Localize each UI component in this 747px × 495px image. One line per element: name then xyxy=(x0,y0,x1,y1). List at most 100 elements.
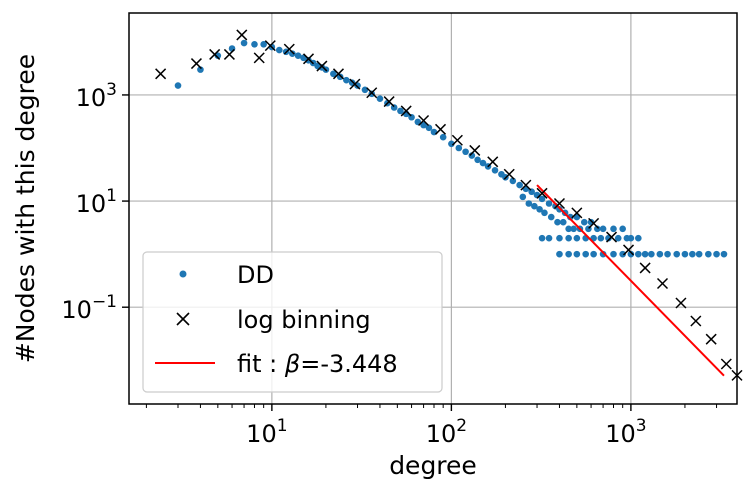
legend-dd-label: DD xyxy=(237,261,274,289)
dd-point xyxy=(619,250,626,258)
dd-point xyxy=(627,250,635,258)
dd-point xyxy=(536,205,543,213)
dd-point xyxy=(531,202,538,210)
log-binning-point xyxy=(622,244,635,256)
x-tick-base: 10 xyxy=(246,420,277,448)
legend-fit-value: =-3.448 xyxy=(300,350,397,378)
y-tick-exponent: −1 xyxy=(92,292,117,312)
dd-point xyxy=(343,76,350,84)
dd-point xyxy=(635,234,642,242)
dd-point xyxy=(648,250,655,258)
log-binning-point xyxy=(316,60,328,72)
dd-point xyxy=(619,225,626,233)
dd-point xyxy=(565,234,572,242)
y-tick-exponent: 1 xyxy=(106,186,117,206)
log-binning-point xyxy=(190,58,202,70)
legend-log-binning-label: log binning xyxy=(237,306,371,334)
x-axis-title: degree xyxy=(389,451,477,480)
dd-point xyxy=(689,250,696,258)
x-tick-label: 103 xyxy=(605,416,646,448)
log-binning-point xyxy=(253,52,265,64)
log-binning-point xyxy=(536,187,548,199)
dd-point xyxy=(545,234,553,242)
legend: DD log binning fit : β=-3.448 xyxy=(142,251,443,393)
x-tick-exponent: 3 xyxy=(636,416,647,436)
dd-point xyxy=(479,159,487,167)
dd-point xyxy=(368,90,376,98)
legend-log-binning-marker xyxy=(176,312,190,326)
log-binning-point xyxy=(720,358,732,370)
dd-point xyxy=(538,195,546,203)
log-binning-point xyxy=(451,134,463,146)
y-tick-base: 10 xyxy=(76,190,107,218)
legend-fit-label: fit : β=-3.448 xyxy=(237,350,398,378)
log-binning-point xyxy=(705,333,717,345)
dd-point xyxy=(623,234,631,242)
dd-point xyxy=(519,193,527,201)
dd-point xyxy=(336,73,344,81)
y-tick-label: 103 xyxy=(76,80,117,112)
y-tick-base: 10 xyxy=(76,84,107,112)
log-binning-point xyxy=(366,87,378,99)
y-tick-label: 101 xyxy=(76,186,117,218)
x-tick-label: 102 xyxy=(426,416,467,448)
log-binning-point xyxy=(349,78,361,90)
dd-point xyxy=(294,52,302,59)
dd-point xyxy=(376,95,384,102)
log-binning-point xyxy=(209,48,221,60)
dd-point xyxy=(573,234,581,242)
dd-point xyxy=(251,41,258,48)
dd-point xyxy=(260,41,267,48)
dd-point xyxy=(556,250,563,258)
y-tick-label: 10−1 xyxy=(61,292,117,324)
log-binning-point xyxy=(236,29,248,41)
dd-point xyxy=(705,250,712,258)
y-tick-base: 10 xyxy=(61,296,92,324)
dd-point xyxy=(397,107,404,115)
dd-point xyxy=(559,218,567,226)
log-binning-point xyxy=(155,68,167,80)
dd-point xyxy=(439,133,447,141)
dd-point xyxy=(635,250,642,258)
log-binning-point xyxy=(675,297,687,309)
log-binning-point xyxy=(520,179,532,191)
log-binning-point xyxy=(434,123,447,135)
dd-point xyxy=(597,234,605,242)
log-binning-point xyxy=(302,53,315,65)
log-binning-point xyxy=(553,197,565,210)
dd-point xyxy=(610,250,617,258)
dd-point xyxy=(673,250,681,258)
plot-area xyxy=(155,29,743,381)
log-binning-point xyxy=(223,48,235,60)
fit-line xyxy=(536,184,725,377)
log-binning-point xyxy=(605,231,618,243)
dd-point xyxy=(474,156,481,164)
dd-point xyxy=(599,225,607,233)
dd-point xyxy=(720,250,728,258)
dd-point xyxy=(695,250,703,258)
log-binning-point xyxy=(264,40,276,52)
legend-box xyxy=(142,251,443,393)
dd-point xyxy=(590,250,597,258)
dd-point xyxy=(713,250,720,258)
dd-point xyxy=(276,46,283,54)
log-binning-point xyxy=(283,43,295,55)
x-tick-label: 101 xyxy=(246,416,287,448)
log-binning-point xyxy=(487,156,499,168)
dd-point xyxy=(610,225,617,233)
dd-point xyxy=(594,225,601,233)
log-binning-point xyxy=(469,144,481,156)
dd-point xyxy=(573,250,581,258)
dd-point xyxy=(509,177,517,185)
log-binning-point xyxy=(332,68,345,80)
log-binning-point xyxy=(383,96,395,108)
y-axis-title: #Nodes with this degree xyxy=(11,54,40,363)
dd-point xyxy=(570,225,577,233)
dd-point xyxy=(491,167,499,174)
dd-point xyxy=(554,218,561,226)
legend-dd-marker xyxy=(179,270,187,278)
log-binning-point xyxy=(503,168,515,180)
legend-fit-beta-symbol: β xyxy=(284,350,300,378)
